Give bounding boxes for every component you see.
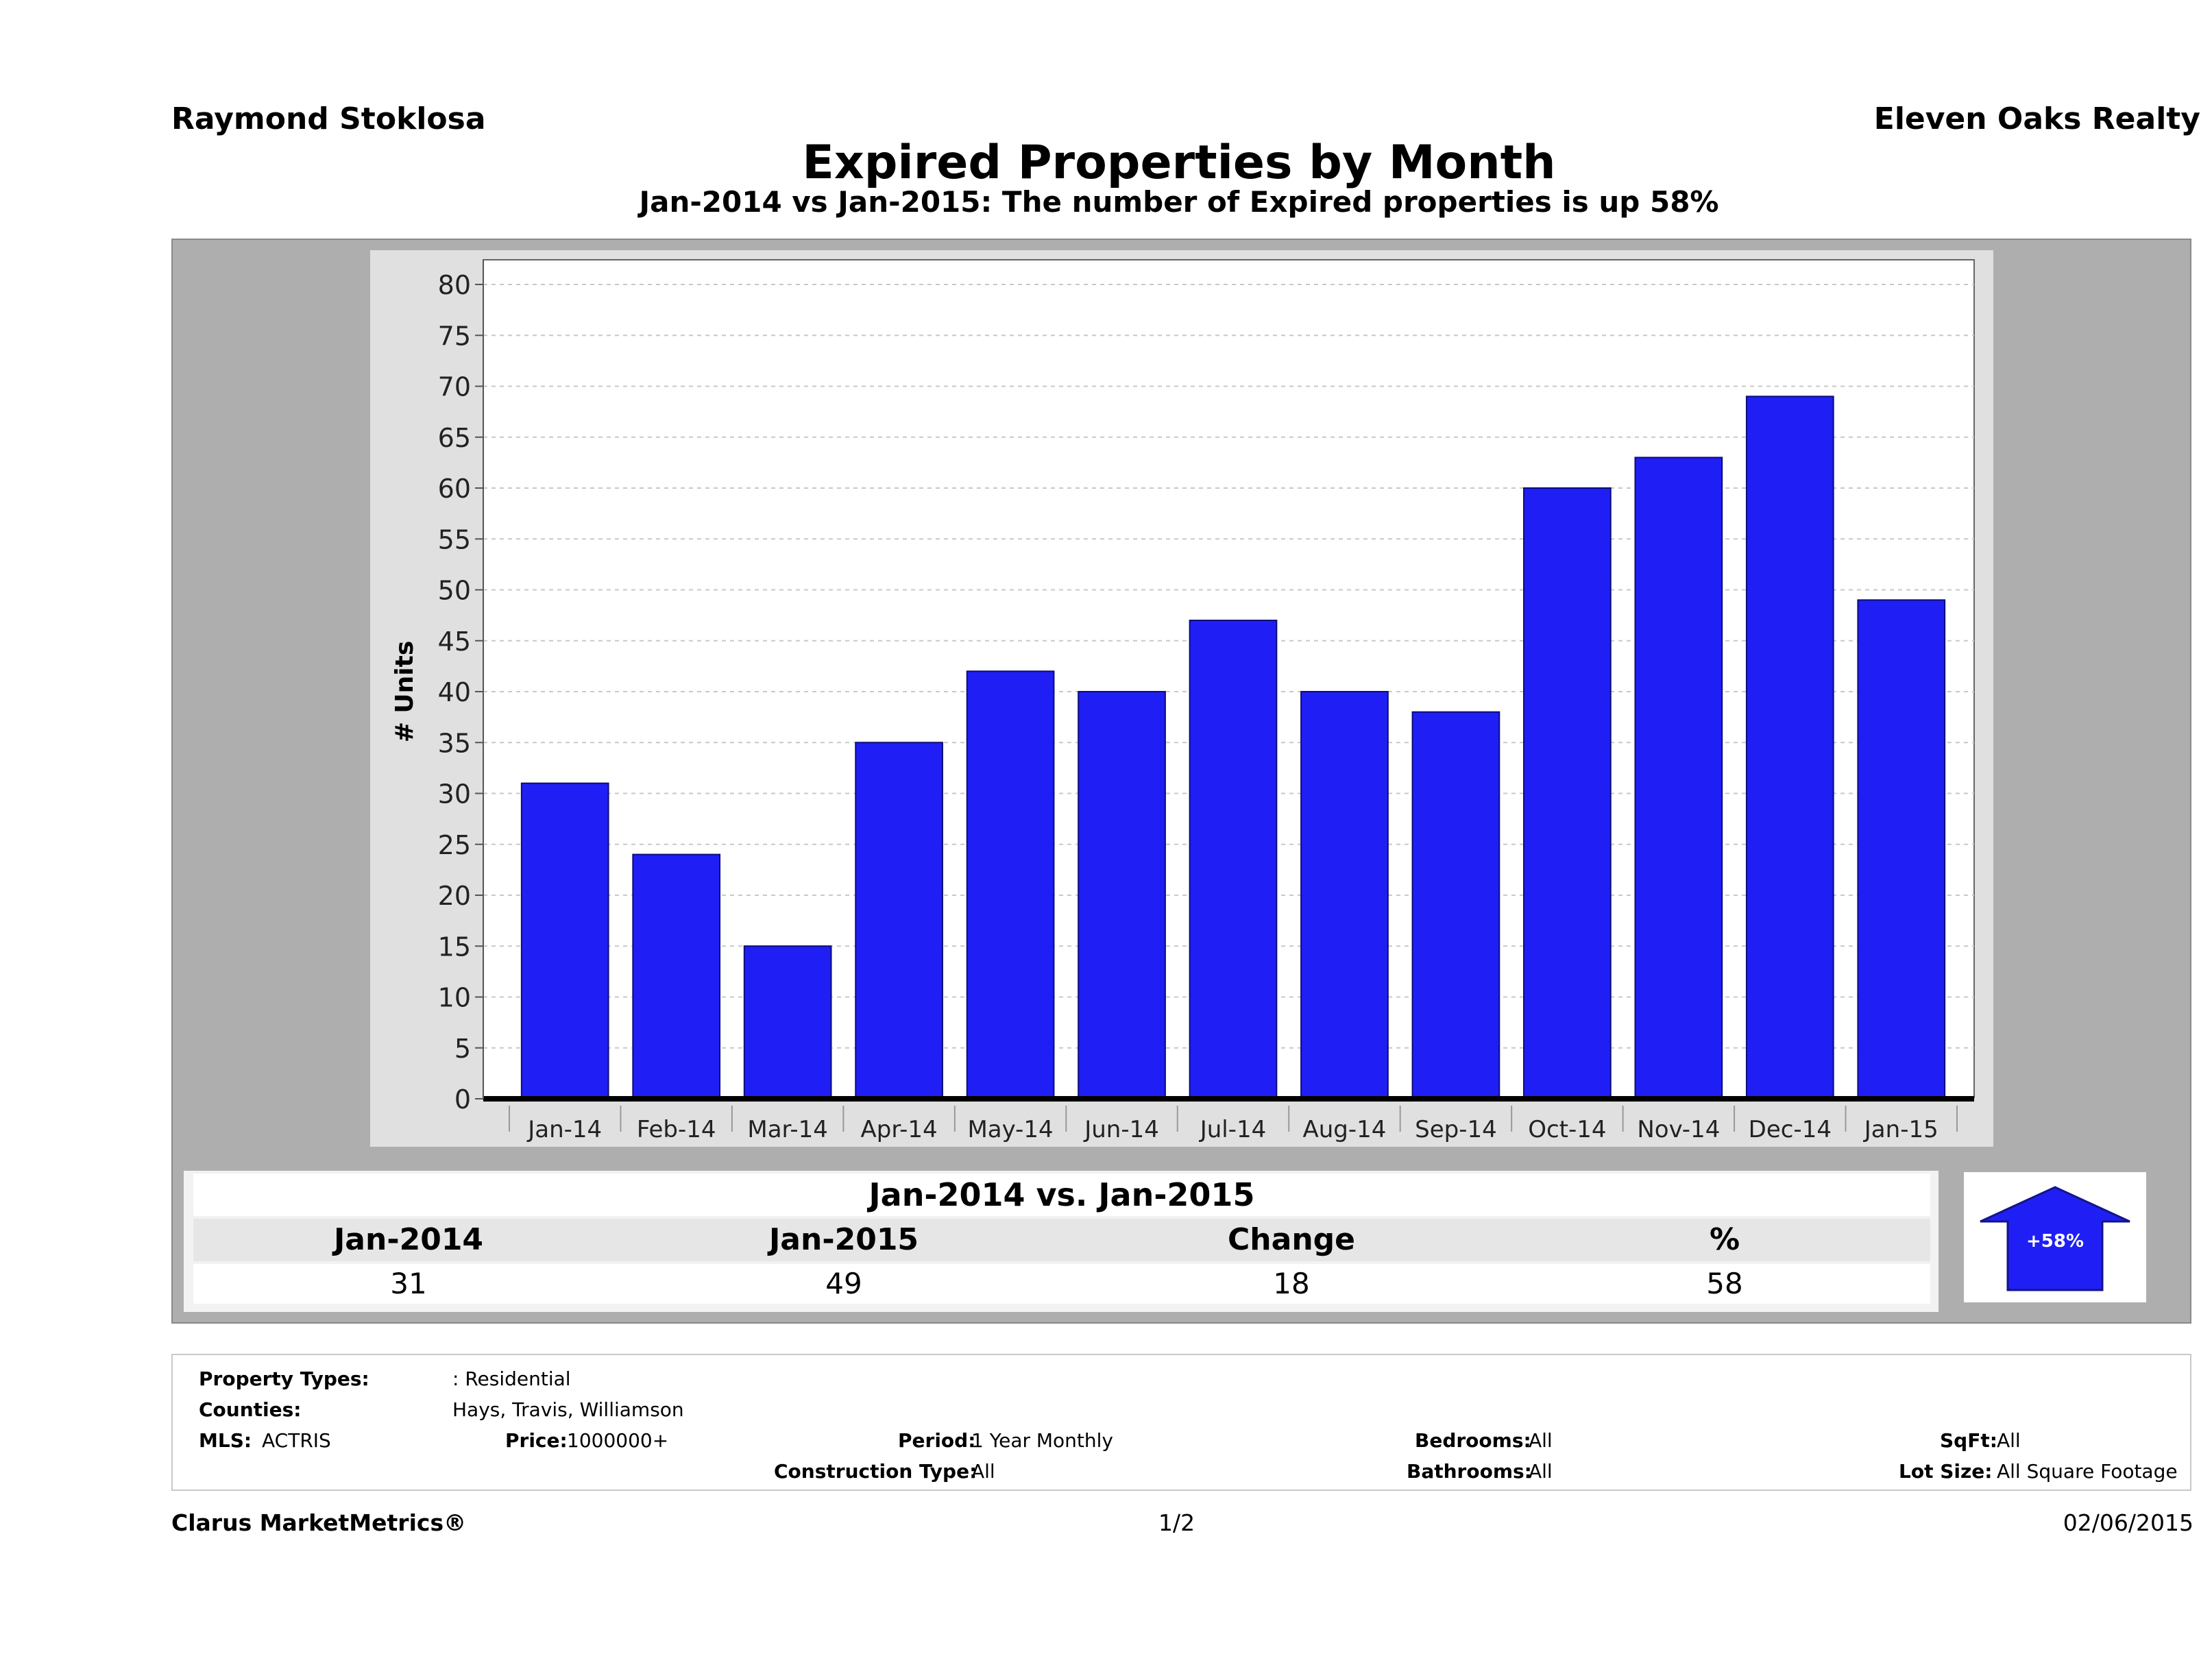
summary-header-row: Jan-2014 Jan-2015 Change % [193, 1219, 1930, 1261]
summary-value-change: 18 [1273, 1267, 1310, 1300]
x-tick-label: Jul-14 [1199, 1116, 1267, 1143]
company-name: Eleven Oaks Realty [1873, 101, 2200, 136]
x-tick-label: Aug-14 [1303, 1116, 1387, 1143]
chart-title: Expired Properties by Month [802, 136, 1556, 190]
summary-header-change: Change [1228, 1222, 1355, 1257]
mls-value: ACTRIS [262, 1429, 331, 1452]
y-tick-label: 5 [454, 1034, 471, 1064]
y-tick-label: 15 [438, 932, 471, 962]
x-tick-label: Jun-14 [1083, 1116, 1159, 1143]
y-tick-label: 25 [438, 830, 471, 860]
y-tick-label: 60 [438, 474, 471, 504]
counties-value: Hays, Travis, Williamson [452, 1398, 684, 1421]
property-types-value: : Residential [452, 1367, 571, 1390]
summary-header-jan-2014: Jan-2014 [333, 1222, 484, 1257]
summary-value-row: 31 49 18 58 [193, 1264, 1930, 1304]
period-label: Period: [898, 1429, 976, 1452]
construction-type-value: All [971, 1460, 995, 1483]
summary-value-jan-2014: 31 [390, 1267, 427, 1300]
bar-sep-14 [1411, 711, 1500, 1099]
sqft-value: All [1997, 1429, 2021, 1452]
x-tick-label: Apr-14 [861, 1116, 938, 1143]
sqft-label: SqFt: [1940, 1429, 1997, 1452]
bathrooms-value: All [1529, 1460, 1553, 1483]
bar-jan-15 [1857, 599, 1946, 1100]
x-tick-label: Jan-15 [1863, 1116, 1938, 1143]
y-tick-label: 20 [438, 881, 471, 911]
x-tick-label: Nov-14 [1637, 1116, 1720, 1143]
y-tick-label: 10 [438, 983, 471, 1013]
price-label: Price: [505, 1429, 568, 1452]
y-tick-label: 40 [438, 677, 471, 707]
footer-page-number: 1/2 [1158, 1509, 1195, 1536]
bedrooms-value: All [1529, 1429, 1553, 1452]
x-tick-label: May-14 [967, 1116, 1053, 1143]
price-value: 1000000+ [567, 1429, 669, 1452]
lot-size-value: All Square Footage [1997, 1460, 2178, 1483]
bar-mar-14 [743, 945, 832, 1099]
x-tick-label: Sep-14 [1415, 1116, 1497, 1143]
bar-feb-14 [632, 853, 721, 1099]
bar-may-14 [966, 670, 1055, 1099]
x-tick-label: Mar-14 [747, 1116, 828, 1143]
y-tick-label: 65 [438, 423, 471, 453]
summary-value-percent: 58 [1706, 1267, 1743, 1300]
mls-label: MLS: [199, 1429, 252, 1452]
bar-chart: 0 5 10 15 20 25 30 35 40 45 50 55 60 65 70 75 80 Jan-14 Fe… [391, 259, 1975, 1143]
y-tick-label: 75 [438, 321, 471, 351]
y-axis-label: # Units [391, 641, 419, 743]
bedrooms-label: Bedrooms: [1415, 1429, 1531, 1452]
period-value: 1 Year Monthly [971, 1429, 1114, 1452]
x-tick-label: Feb-14 [637, 1116, 716, 1143]
summary-header-jan-2015: Jan-2015 [768, 1222, 919, 1257]
chart-frame: 0 5 10 15 20 25 30 35 40 45 50 55 60 65 70 75 80 Jan-14 Fe… [370, 250, 1993, 1147]
lot-size-label: Lot Size: [1899, 1460, 1993, 1483]
summary-title: Jan-2014 vs. Jan-2015 [868, 1176, 1255, 1213]
footer-brand: Clarus MarketMetrics® [171, 1509, 467, 1536]
y-tick-label: 55 [438, 524, 471, 555]
y-tick-label: 0 [454, 1084, 471, 1115]
bar-jul-14 [1189, 620, 1278, 1099]
property-types-label: Property Types: [199, 1367, 369, 1390]
agent-name: Raymond Stoklosa [171, 101, 486, 136]
counties-label: Counties: [199, 1398, 302, 1421]
y-tick-label: 45 [438, 627, 471, 657]
filter-info-box: Property Types: : Residential Counties: … [171, 1354, 2191, 1491]
bar-apr-14 [855, 742, 943, 1099]
bar-jan-14 [520, 782, 609, 1100]
bar-jun-14 [1078, 691, 1166, 1099]
x-tick-label: Jan-14 [526, 1116, 602, 1143]
y-tick-label: 50 [438, 576, 471, 606]
x-tick-label: Dec-14 [1749, 1116, 1832, 1143]
x-tick-label: Oct-14 [1528, 1116, 1606, 1143]
bar-oct-14 [1523, 487, 1612, 1099]
y-tick-label: 80 [438, 270, 471, 300]
y-tick-label: 70 [438, 372, 471, 402]
summary-table: Jan-2014 vs. Jan-2015 Jan-2014 Jan-2015 … [184, 1171, 1938, 1312]
summary-value-jan-2015: 49 [825, 1267, 862, 1300]
y-tick-label: 30 [438, 779, 471, 810]
bar-nov-14 [1634, 457, 1723, 1099]
chart-subtitle: Jan-2014 vs Jan-2015: The number of Expi… [639, 185, 1719, 219]
bathrooms-label: Bathrooms: [1407, 1460, 1532, 1483]
up-arrow-icon [1980, 1186, 2130, 1291]
bar-dec-14 [1745, 396, 1834, 1100]
change-badge-label: +58% [2026, 1231, 2084, 1252]
change-badge: +58% [1964, 1172, 2146, 1302]
bar-aug-14 [1300, 691, 1389, 1099]
footer-date: 02/06/2015 [2063, 1509, 2193, 1536]
construction-type-label: Construction Type: [774, 1460, 977, 1483]
summary-title-row: Jan-2014 vs. Jan-2015 [193, 1174, 1930, 1216]
y-tick-label: 35 [438, 728, 471, 758]
summary-header-percent: % [1709, 1222, 1740, 1257]
